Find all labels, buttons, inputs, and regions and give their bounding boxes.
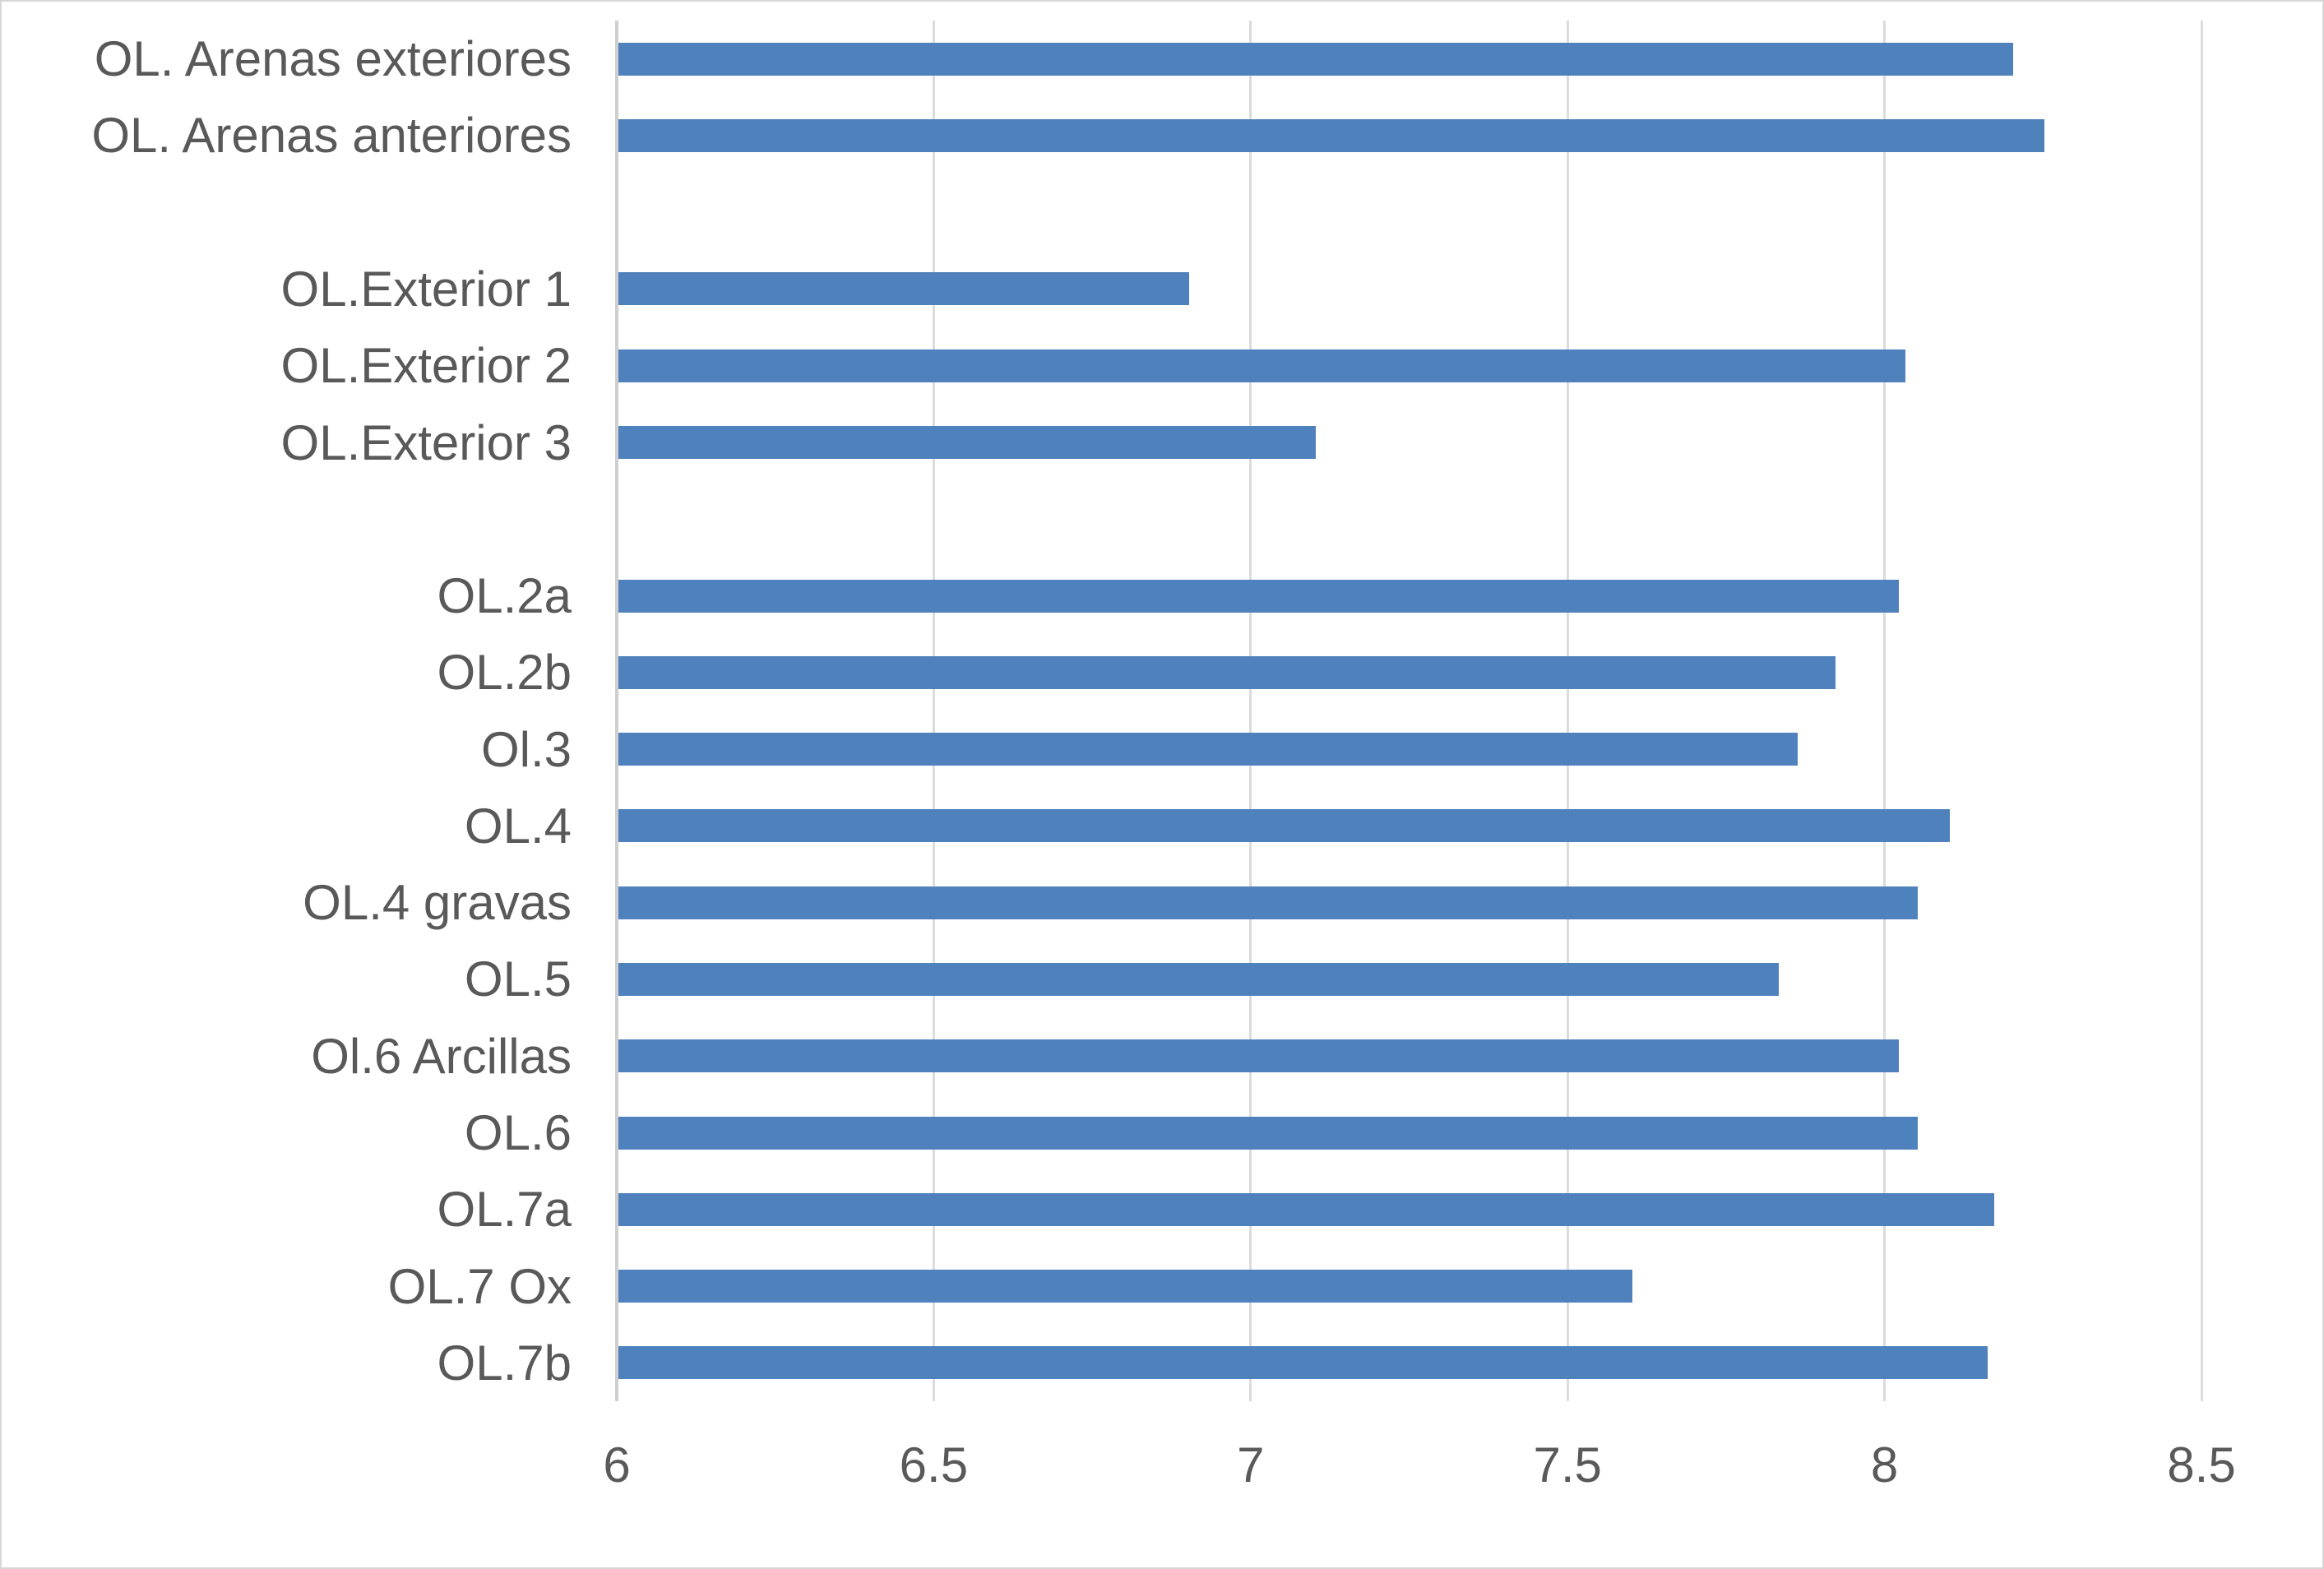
category-label: OL.Exterior 3: [280, 414, 572, 470]
bar: [618, 118, 2045, 152]
category-label: OL.6: [464, 1105, 572, 1160]
bar: [618, 1346, 1988, 1380]
gridline: [2200, 21, 2203, 1401]
category-label: OL.Exterior 1: [280, 261, 572, 317]
gridline: [932, 21, 935, 1401]
x-tick-label: 6: [603, 1437, 631, 1493]
category-label: OL.2b: [437, 645, 572, 701]
category-label: OL.7b: [437, 1335, 572, 1391]
bar: [618, 809, 1950, 843]
category-label: OL. Arenas exteriores: [94, 31, 572, 87]
category-label: Ol.3: [480, 721, 572, 777]
bar: [618, 1116, 1919, 1150]
bar: [618, 733, 1798, 766]
y-axis-line: [615, 21, 618, 1401]
category-label: OL.7a: [437, 1182, 572, 1238]
category-label: OL.2a: [437, 568, 572, 624]
bar: [618, 1039, 1900, 1073]
x-tick-label: 8.5: [2167, 1437, 2236, 1493]
category-label: OL.4 gravas: [303, 875, 572, 931]
bar: [618, 962, 1779, 996]
bar: [618, 886, 1919, 919]
category-label: Ol.6 Arcillas: [311, 1028, 572, 1084]
bar: [618, 426, 1316, 460]
x-tick-label: 8: [1870, 1437, 1899, 1493]
category-label: OL.5: [464, 951, 572, 1007]
x-tick-label: 6.5: [899, 1437, 969, 1493]
x-tick-label: 7: [1237, 1437, 1265, 1493]
category-label: OL. Arenas anteriores: [91, 108, 572, 164]
bar: [618, 349, 1905, 382]
bar: [618, 42, 2013, 76]
bar: [618, 655, 1836, 689]
category-label: OL.7 Ox: [387, 1258, 572, 1314]
x-tick-label: 7.5: [1533, 1437, 1602, 1493]
bar: [618, 272, 1189, 306]
gridline: [1249, 21, 1252, 1401]
gridline: [1883, 21, 1887, 1401]
bar: [618, 1192, 1994, 1226]
gridline: [1566, 21, 1569, 1401]
category-label: OL.4: [464, 798, 572, 854]
bar: [618, 579, 1900, 613]
bar: [618, 1270, 1633, 1303]
category-label: OL.Exterior 2: [280, 338, 572, 394]
